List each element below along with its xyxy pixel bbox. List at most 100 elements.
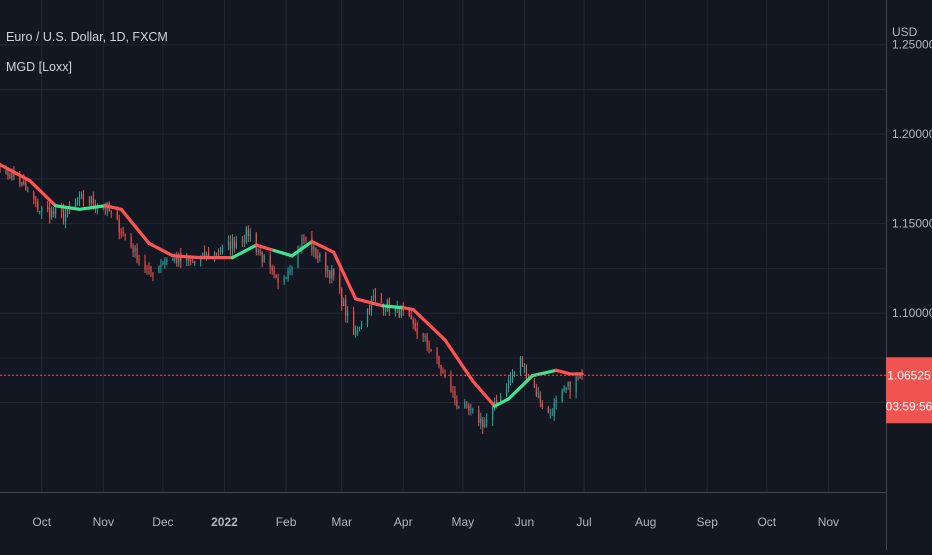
candle-body [245, 227, 247, 243]
candle-body [88, 201, 90, 203]
candle-body [410, 315, 412, 319]
candle-body [313, 246, 315, 251]
candle-body [9, 173, 11, 179]
mgd-segment-bear [443, 338, 475, 383]
candle-body [55, 208, 57, 214]
candle-body [353, 311, 355, 334]
candle-body [347, 311, 349, 317]
candle-body [414, 322, 416, 331]
candle-body [368, 308, 371, 312]
candle-body [430, 350, 432, 352]
candle-body [277, 278, 279, 283]
candle-body [247, 229, 249, 237]
candle-body [452, 390, 454, 392]
x-tick-label-9: Jul [576, 515, 591, 529]
candle-body [49, 207, 51, 218]
candle-body [273, 270, 275, 275]
candle-body [160, 265, 162, 267]
candle-body [412, 319, 414, 324]
candle-body [533, 380, 535, 388]
candle-body [539, 394, 541, 403]
candle-body [78, 197, 81, 202]
candle-body [329, 270, 331, 279]
symbol-title[interactable]: Euro / U.S. Dollar, 1D, FXCM [6, 30, 168, 44]
candle-body [565, 387, 567, 390]
candle-body [271, 266, 273, 271]
candle-body [80, 195, 83, 197]
mgd-segment-bear [310, 239, 336, 254]
candle-body [372, 296, 375, 298]
candle-body [204, 251, 206, 259]
current-price-badge: 1.06525 03:59:56 [886, 357, 932, 424]
candle-body [422, 333, 424, 336]
candle-body [231, 239, 234, 249]
candle-body [144, 261, 146, 270]
candle-body [535, 388, 537, 396]
bar-countdown: 03:59:56 [886, 399, 932, 413]
candle-body [325, 253, 327, 272]
candle-body [482, 419, 484, 428]
candle-body [257, 251, 259, 253]
candle-body [507, 380, 510, 389]
candle-body [472, 409, 474, 411]
candle-body [206, 254, 208, 258]
x-tick-label-1: Nov [93, 515, 114, 529]
y-tick-label-1: 1.20000 [892, 127, 932, 141]
candle-body [66, 207, 69, 216]
candle-body [21, 182, 23, 185]
candle-body [219, 252, 222, 254]
candle-body [484, 424, 486, 427]
candle-body [343, 300, 345, 306]
candle-body [289, 269, 291, 273]
candle-body [213, 252, 216, 258]
x-tick-label-4: Feb [276, 515, 297, 529]
candles [0, 162, 583, 435]
x-tick-label-7: May [452, 515, 475, 529]
candle-body [561, 390, 563, 402]
mgd-segment-bull [493, 397, 511, 408]
candle-body [23, 180, 25, 185]
candle-body [567, 382, 569, 387]
candle-body [82, 193, 85, 201]
candle-body [394, 307, 396, 311]
mgd-segment-bear [471, 379, 497, 408]
candle-body [166, 259, 168, 262]
candle-body [39, 210, 41, 212]
mgd-segment-bear [332, 250, 358, 301]
candle-body [215, 252, 218, 255]
candle-body [229, 241, 232, 250]
candle-body [76, 202, 79, 205]
candle-body [243, 240, 245, 242]
candle-body [551, 414, 553, 416]
candle-body [331, 269, 333, 279]
x-tick-label-12: Oct [757, 515, 776, 529]
candle-body [158, 265, 160, 273]
candle-body [118, 219, 120, 233]
candle-body [291, 266, 293, 270]
price-axis[interactable]: 1.25000 1.20000 1.15000 1.10000 [892, 38, 932, 320]
candle-body [164, 260, 166, 265]
indicator-title[interactable]: MGD [Loxx] [6, 60, 72, 74]
current-price-value: 1.06525 [887, 368, 931, 382]
candle-body [188, 258, 190, 261]
candle-body [345, 299, 347, 316]
candle-body [480, 419, 482, 423]
mgd-segment-bear [147, 241, 175, 258]
candle-body [64, 214, 67, 222]
candle-body [150, 267, 152, 272]
y-tick-label-2: 1.15000 [892, 217, 932, 231]
mgd-segment-bear [401, 306, 415, 312]
x-tick-label-8: Jun [515, 515, 534, 529]
mgd-segment-bear [103, 204, 123, 211]
candle-body [104, 207, 106, 209]
candle-body [116, 211, 118, 220]
candle-body [217, 253, 220, 255]
candle-body [496, 400, 498, 404]
candle-body [450, 376, 452, 393]
mgd-segment-bull [272, 248, 294, 258]
time-axis[interactable]: Oct Nov Dec 2022 Feb Mar Apr May Jun Jul Aug Sep Oct… [32, 515, 839, 529]
x-tick-label-10: Aug [635, 515, 656, 529]
candle-body [360, 323, 363, 327]
